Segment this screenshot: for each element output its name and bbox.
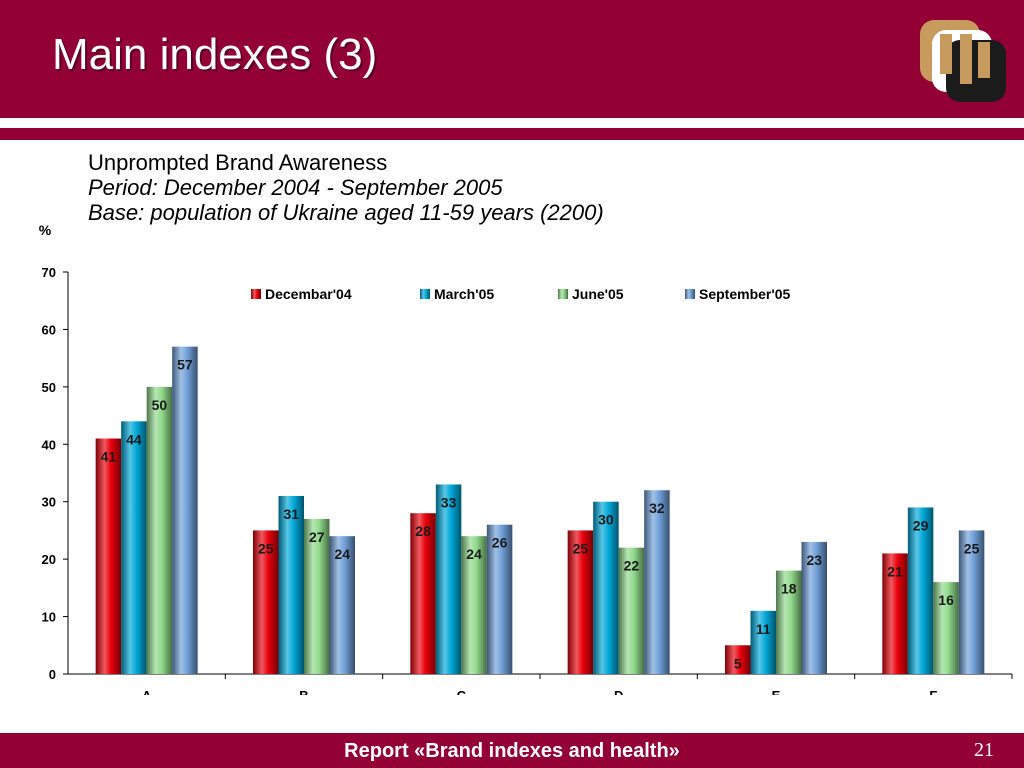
data-label: 18 (781, 581, 797, 597)
data-label: 27 (309, 529, 325, 545)
header-stripe (0, 128, 1024, 140)
chart-subtitle-3: Base: population of Ukraine aged 11-59 y… (88, 200, 604, 225)
data-label: 24 (466, 546, 482, 562)
data-label: 25 (573, 540, 589, 556)
chart-subtitle-2: Period: December 2004 - September 2005 (88, 175, 503, 200)
bar-F-0 (882, 553, 908, 674)
page-title: Main indexes (3) (52, 30, 378, 79)
bar-D-3 (644, 490, 670, 674)
data-label: 44 (126, 431, 142, 447)
bar-C-0 (410, 513, 436, 674)
data-label: 50 (152, 397, 168, 413)
data-label: 24 (334, 546, 350, 562)
data-label: 29 (913, 517, 929, 533)
y-tick-label: 30 (42, 495, 56, 510)
legend-swatch (558, 289, 568, 299)
data-label: 32 (649, 500, 665, 516)
y-tick-label: 50 (42, 380, 56, 395)
bar-E-3 (801, 541, 827, 674)
bar-B-1 (278, 495, 304, 674)
data-label: 25 (964, 540, 980, 556)
x-tick-label: A (142, 688, 152, 695)
bar-F-3 (958, 530, 985, 674)
y-axis-label: % (39, 222, 52, 238)
y-tick-label: 20 (42, 552, 56, 567)
x-tick-label: E (772, 688, 781, 695)
bar-A-2 (146, 386, 173, 674)
bar-A-3 (172, 346, 198, 674)
bar-B-3 (329, 536, 355, 674)
data-label: 30 (598, 512, 614, 528)
legend-label: September'05 (699, 286, 790, 302)
bar-C-2 (461, 536, 487, 674)
footer-text: Report «Brand indexes and health» (344, 740, 680, 762)
bar-D-2 (618, 547, 645, 674)
y-tick-label: 70 (42, 265, 56, 280)
legend-label: March'05 (434, 286, 494, 302)
bar-E-1 (750, 610, 776, 674)
legend-swatch (420, 289, 430, 299)
bar-F-1 (907, 507, 934, 674)
company-logo (920, 20, 1006, 102)
bar-E-0 (725, 645, 751, 674)
data-label: 21 (887, 563, 903, 579)
data-label: 28 (415, 523, 431, 539)
bar-C-3 (486, 524, 513, 674)
legend-swatch (685, 289, 695, 299)
bar-A-0 (95, 438, 122, 674)
data-label: 57 (177, 357, 193, 373)
bar-F-2 (933, 582, 959, 674)
footer-bar: Report «Brand indexes and health» 21 (0, 733, 1024, 768)
data-label: 25 (258, 540, 274, 556)
data-label: 31 (283, 506, 299, 522)
data-label: 11 (756, 621, 771, 637)
x-tick-label: F (929, 688, 937, 695)
bar-D-0 (567, 530, 594, 674)
chart-subtitle-1: Unprompted Brand Awareness (88, 150, 388, 175)
y-tick-label: 10 (42, 610, 56, 625)
legend-label: June'05 (572, 286, 624, 302)
y-tick-label: 0 (49, 667, 56, 682)
bar-B-0 (253, 530, 279, 674)
legend-swatch (251, 289, 261, 299)
bar-B-2 (304, 518, 330, 674)
data-label: 16 (938, 592, 954, 608)
bar-chart: % 0 10 20 30 40 50 60 70 A 41 44 50 57 B 25 31 27 24 C 28 33 2… (39, 222, 1013, 695)
bar-C-1 (435, 484, 462, 674)
data-label: 41 (101, 449, 117, 465)
y-tick-label: 60 (42, 322, 56, 337)
x-tick-label: D (614, 688, 623, 695)
header-bar: Main indexes (3) (0, 0, 1024, 118)
data-label: 5 (734, 655, 742, 671)
bar-D-1 (593, 501, 619, 674)
bar-A-1 (121, 421, 147, 674)
legend-label: Decembar'04 (265, 286, 352, 302)
bar-E-2 (776, 570, 802, 674)
data-label: 33 (441, 494, 457, 510)
page-number: 21 (974, 739, 994, 761)
x-tick-label: C (457, 688, 467, 695)
data-label: 22 (624, 558, 640, 574)
x-tick-label: B (299, 688, 308, 695)
data-label: 26 (492, 535, 508, 551)
y-tick-label: 40 (42, 437, 56, 452)
data-label: 23 (806, 552, 822, 568)
